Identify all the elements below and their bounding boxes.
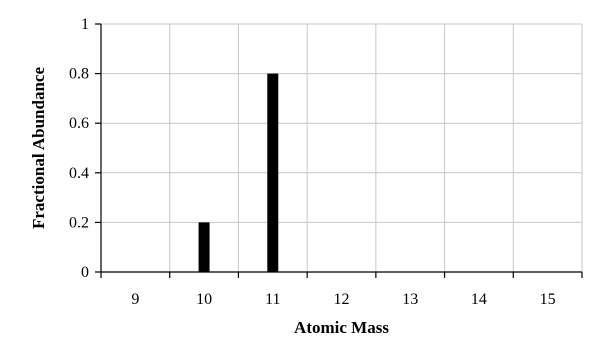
x-tick-label: 12 bbox=[334, 291, 350, 308]
bars bbox=[198, 73, 279, 272]
y-tick-label: 0.4 bbox=[69, 165, 89, 182]
bar-mass-10 bbox=[198, 222, 210, 272]
x-tick-label: 11 bbox=[265, 291, 280, 308]
x-tick-label: 13 bbox=[402, 291, 418, 308]
x-tick-label: 9 bbox=[131, 291, 139, 308]
y-tick-label: 1 bbox=[81, 16, 89, 33]
bar-mass-11 bbox=[267, 73, 279, 272]
y-tick-label: 0.6 bbox=[69, 115, 89, 132]
y-axis-title: Fractional Abundance bbox=[29, 67, 48, 229]
x-tick-label: 15 bbox=[540, 291, 556, 308]
x-tick-label: 14 bbox=[471, 291, 487, 308]
gridlines bbox=[101, 23, 583, 272]
x-axis-title: Atomic Mass bbox=[294, 318, 389, 337]
y-tick-label: 0.8 bbox=[69, 66, 89, 83]
y-tick-label: 0 bbox=[81, 264, 89, 281]
y-tick-label: 0.2 bbox=[69, 214, 89, 231]
x-tick-label: 10 bbox=[196, 291, 212, 308]
y-axis-ticks: 0 0.2 0.4 0.6 0.8 1 bbox=[69, 16, 101, 281]
x-axis-ticks: 9 10 11 12 13 14 15 bbox=[100, 272, 583, 308]
